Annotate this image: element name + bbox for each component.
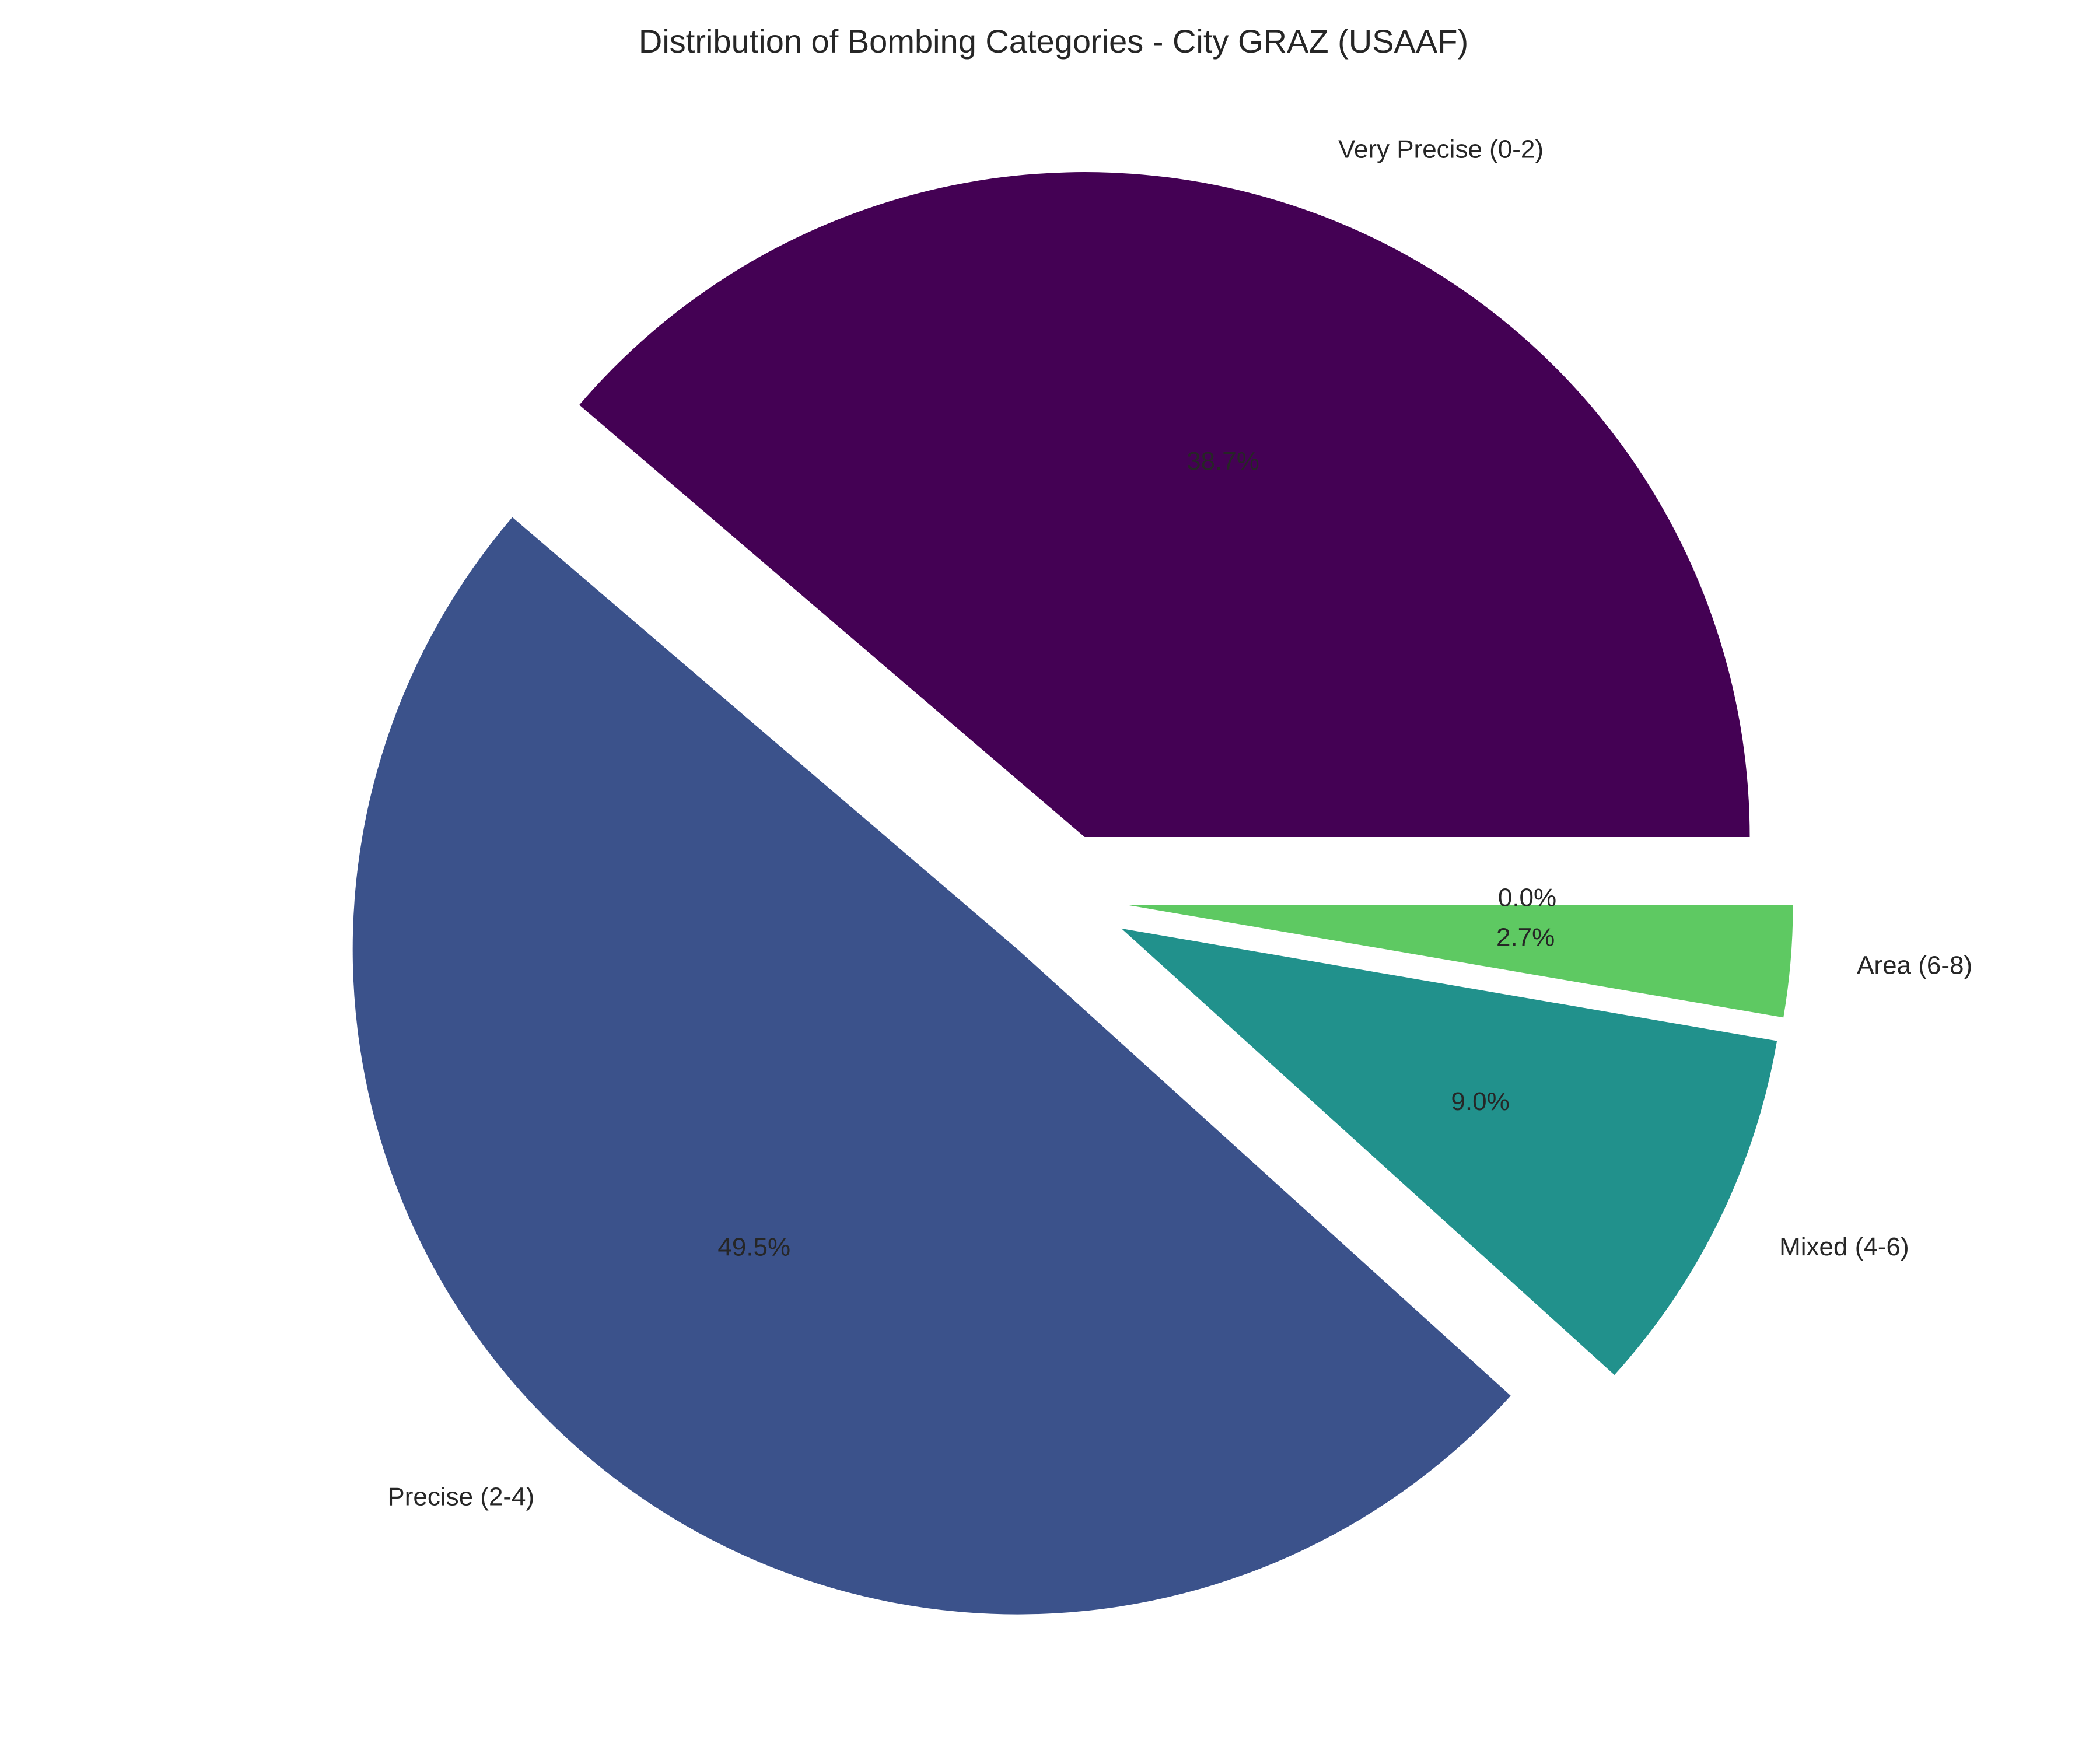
slice-percent-label: 9.0% <box>1451 1087 1509 1116</box>
slice-category-label: Very Precise (0-2) <box>1338 135 1544 163</box>
slice-percent-label: 38.7% <box>1186 447 1259 475</box>
chart-title: Distribution of Bombing Categories - Cit… <box>639 23 1468 60</box>
pie-slice <box>1121 928 1777 1376</box>
slice-percent-label: 0.0% <box>1498 884 1556 912</box>
slice-percent-label: 49.5% <box>718 1233 790 1262</box>
pie-slice <box>579 172 1750 838</box>
slice-category-label: Mixed (4-6) <box>1779 1233 1909 1261</box>
percent-labels: 38.7% 49.5% 9.0% 2.7% 0.0% <box>718 447 1556 1262</box>
pie-slices <box>352 172 1793 1615</box>
slice-category-label: Area (6-8) <box>1857 951 1972 980</box>
slice-category-label: Precise (2-4) <box>387 1483 534 1511</box>
slice-percent-label: 2.7% <box>1496 923 1555 951</box>
pie-slice <box>352 517 1511 1615</box>
pie-slice <box>1128 905 1793 1018</box>
category-labels: Very Precise (0-2) Precise (2-4) Mixed (4-… <box>387 135 1972 1511</box>
